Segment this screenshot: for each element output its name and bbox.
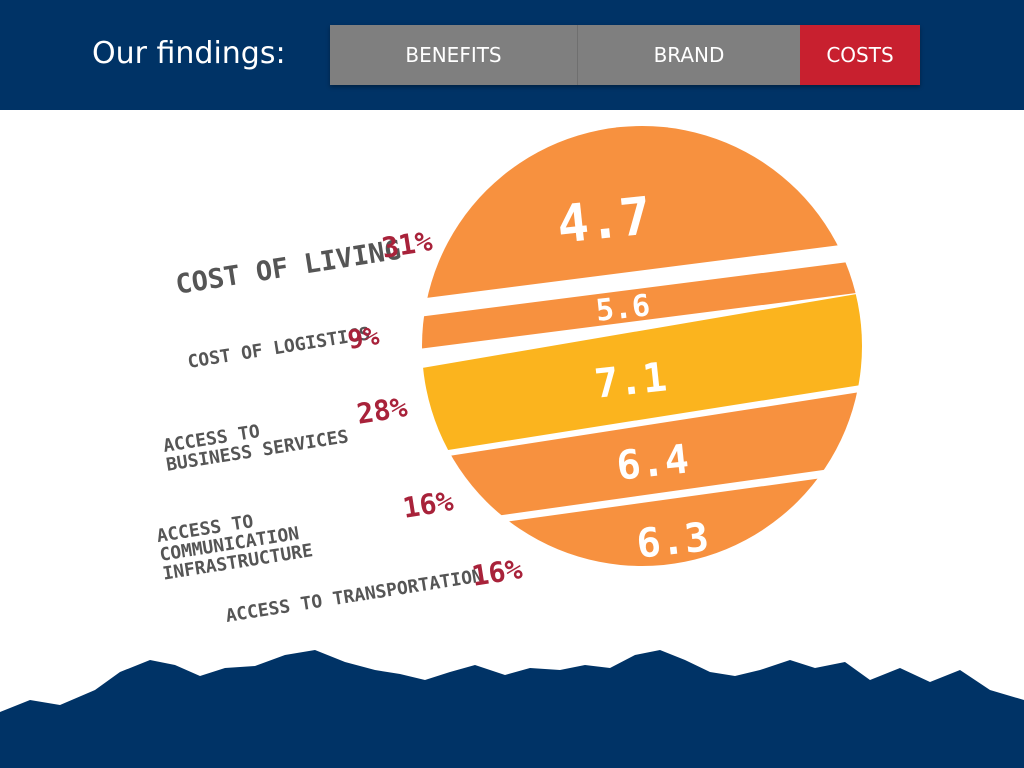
score-label-1: 4.7	[554, 186, 654, 255]
score-label-5: 6.3	[634, 514, 711, 567]
tab-benefits[interactable]: BENEFITS	[330, 25, 578, 85]
band-4	[422, 389, 862, 528]
band-5	[422, 470, 862, 566]
mountain-silhouette	[0, 650, 1024, 768]
tab-costs[interactable]: COSTS	[800, 25, 920, 85]
score-label-4: 6.4	[614, 436, 691, 489]
header-bar: Our findings: BENEFITS BRAND COSTS	[0, 0, 1024, 110]
band-3	[422, 290, 862, 456]
score-label-2: 5.6	[594, 288, 652, 328]
tab-bar: BENEFITS BRAND COSTS	[330, 25, 920, 85]
tab-brand[interactable]: BRAND	[578, 25, 800, 85]
score-label-3: 7.1	[592, 354, 669, 407]
band-2	[422, 258, 862, 350]
page-title: Our findings:	[92, 36, 286, 71]
